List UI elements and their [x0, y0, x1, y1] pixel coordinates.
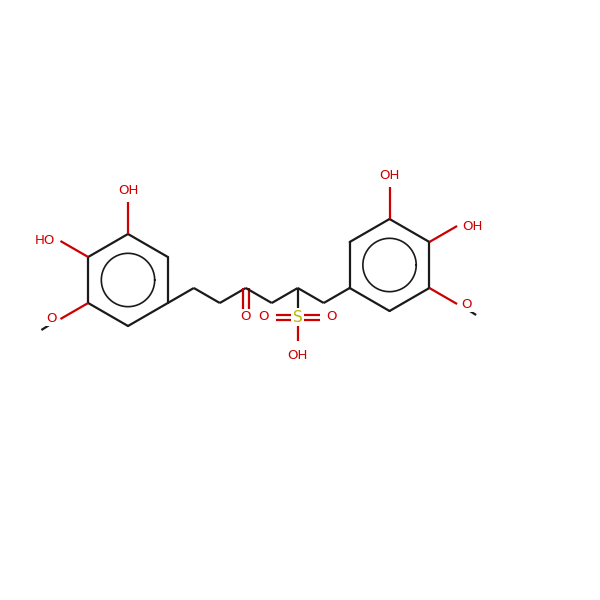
Text: O: O	[461, 298, 472, 311]
Text: S: S	[293, 310, 302, 325]
Text: O: O	[258, 311, 269, 323]
Text: OH: OH	[379, 169, 400, 182]
Text: O: O	[46, 311, 56, 325]
Text: OH: OH	[462, 220, 482, 232]
Text: O: O	[241, 311, 251, 323]
Text: OH: OH	[118, 184, 138, 197]
Text: HO: HO	[35, 235, 55, 247]
Text: O: O	[327, 311, 337, 323]
Text: OH: OH	[287, 349, 308, 362]
